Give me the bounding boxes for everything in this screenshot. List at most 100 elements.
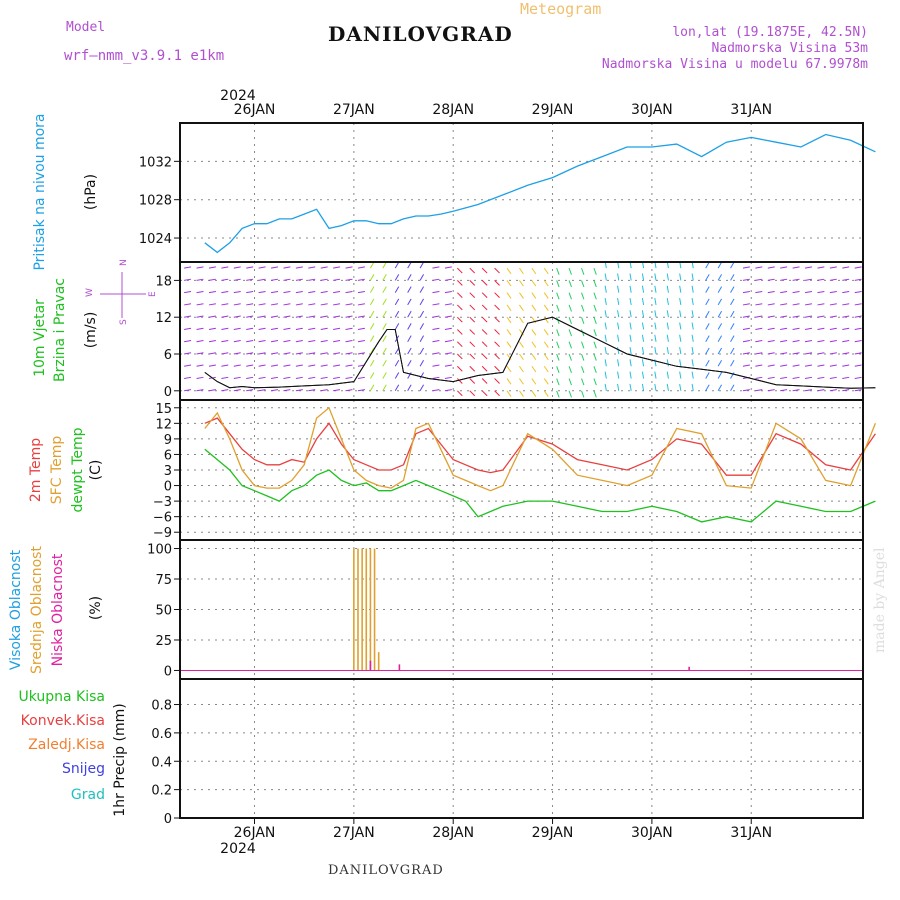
wind-arrow xyxy=(320,352,328,355)
cloud-panel-labels: Visoka Oblacnost Srednja Oblacnost Niska… xyxy=(8,546,104,674)
wind-arrow xyxy=(755,266,763,269)
wind-arrow xyxy=(308,290,316,294)
wind-arrow xyxy=(755,315,763,318)
top-year-label: 2024 xyxy=(220,88,256,104)
wind-arrow xyxy=(519,267,524,275)
temp-unit: (C) xyxy=(88,460,104,481)
precip-panel: 0 0.2 0.4 0.6 0.8 xyxy=(151,678,864,827)
wind-arrow xyxy=(666,359,669,367)
precip-frame xyxy=(179,678,864,819)
wind-arrow xyxy=(258,315,266,318)
wind-arrow xyxy=(641,310,645,318)
wind-arrow xyxy=(581,390,585,398)
compass-west: W xyxy=(85,288,95,297)
wind-arrow xyxy=(345,327,353,330)
wind-arrow xyxy=(246,315,254,318)
wind-arrow xyxy=(717,286,723,293)
wind-arrow xyxy=(233,376,241,380)
wind-arrow xyxy=(233,278,241,281)
wind-ytick-label: 18 xyxy=(155,274,172,289)
wind-arrow xyxy=(494,304,500,311)
wind-arrow xyxy=(543,280,549,287)
wind-arrow xyxy=(270,315,279,318)
precip-plot-area xyxy=(180,679,863,818)
wind-arrow xyxy=(382,335,387,342)
wind-arrow xyxy=(283,266,291,269)
wind-arrow xyxy=(854,278,862,281)
bottom-date-label: 31JAN xyxy=(730,825,772,841)
wind-arrow xyxy=(767,364,775,367)
precip-legend-hail: Grad xyxy=(71,787,105,803)
wind-arrow xyxy=(407,372,412,379)
wind-arrow xyxy=(679,285,682,293)
wind-arrow xyxy=(679,297,682,306)
wind-arrow xyxy=(333,278,341,281)
wind-arrow xyxy=(543,316,549,324)
wind-arrow xyxy=(308,303,316,306)
wind-arrow xyxy=(233,340,241,343)
wind-arrow xyxy=(481,341,488,348)
wind-arrow xyxy=(494,316,500,323)
model-elevation-label: Nadmorska Visina u modelu 67.9978m xyxy=(601,57,868,72)
wind-arrow xyxy=(369,274,375,281)
wind-arrow xyxy=(854,364,862,367)
wind-arrow xyxy=(792,290,800,294)
wind-arrow xyxy=(469,304,476,311)
pressure-label: Pritisak na nivou mora xyxy=(32,113,48,270)
wind-arrow xyxy=(369,323,375,330)
wind-arrow xyxy=(369,384,375,392)
wind-arrow xyxy=(705,384,710,392)
wind-arrow xyxy=(641,371,645,379)
wind-arrow xyxy=(196,327,204,330)
wind-arrow xyxy=(629,334,632,342)
wind-arrow xyxy=(444,327,452,330)
wind-arrow xyxy=(419,298,425,306)
wind-arrow xyxy=(369,347,375,355)
wind-arrow xyxy=(184,327,192,330)
wind-arrow xyxy=(345,278,353,281)
wind-arrow xyxy=(556,353,560,361)
wind-arrow xyxy=(320,327,328,330)
wind-arrow xyxy=(432,340,440,343)
wind-arrow xyxy=(494,280,500,286)
wind-arrow xyxy=(481,353,488,360)
wind-arrow xyxy=(394,286,400,293)
wind-arrow xyxy=(233,315,241,318)
wind-arrow xyxy=(792,303,800,306)
wind-arrow xyxy=(407,384,412,392)
wind-arrow xyxy=(817,389,825,392)
wind-arrow xyxy=(258,376,266,380)
wind-arrow xyxy=(593,353,597,361)
wind-arrow xyxy=(258,352,266,355)
wind-arrow xyxy=(394,298,400,306)
wind-arrow xyxy=(629,383,632,391)
wind-arrow xyxy=(308,340,316,343)
wind-arrow xyxy=(233,352,241,355)
wind-arrow xyxy=(641,273,645,281)
wind-arrow xyxy=(432,303,440,306)
wind-arrow xyxy=(581,353,585,361)
wind-arrow xyxy=(717,359,723,367)
wind-arrow xyxy=(705,323,710,330)
wind-arrow xyxy=(246,364,254,367)
wind-arrow xyxy=(519,304,524,311)
wind-arrow xyxy=(308,327,316,330)
wind-arrow xyxy=(270,376,279,380)
wind-arrow xyxy=(730,286,735,293)
wind-arrow xyxy=(705,347,710,355)
top-date-label: 30JAN xyxy=(631,102,673,118)
wind-arrow xyxy=(407,323,412,330)
wind-arrow xyxy=(742,364,750,367)
wind-arrow xyxy=(829,266,837,269)
wind-arrow xyxy=(792,340,800,343)
wind-arrow xyxy=(419,274,425,281)
wind-arrow xyxy=(494,353,500,360)
wind-arrow xyxy=(258,278,266,281)
wind-arrow xyxy=(654,297,657,306)
wind-arrow xyxy=(196,266,204,269)
top-date-label: 31JAN xyxy=(730,102,772,118)
wind-arrow xyxy=(456,365,463,372)
wind-arrow xyxy=(792,327,800,330)
compass-north: N xyxy=(119,259,129,266)
wind-arrow xyxy=(196,376,204,380)
